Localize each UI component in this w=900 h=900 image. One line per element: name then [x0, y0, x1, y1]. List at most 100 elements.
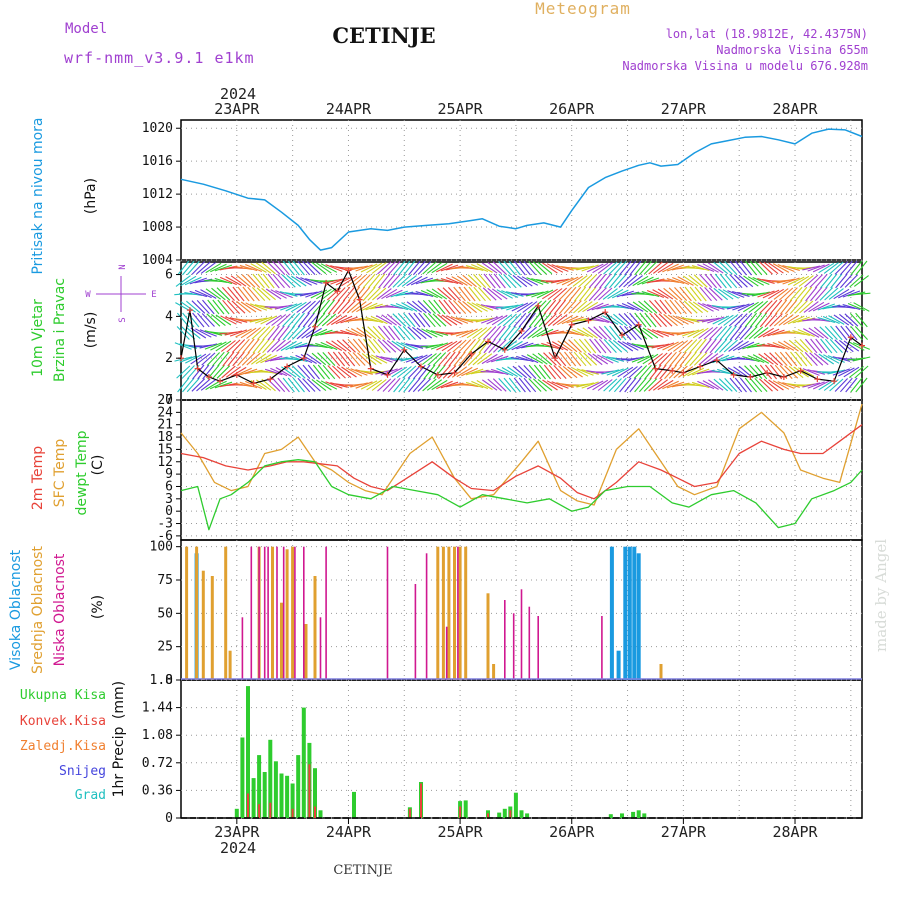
wind-arrow: [376, 288, 392, 300]
wind-arrow: [325, 341, 343, 351]
wind-arrow: [396, 341, 413, 351]
x-tick-label-bottom: 28APR: [772, 823, 818, 841]
wind-arrow: [557, 340, 573, 352]
wind-arrow: [739, 260, 752, 276]
wind-speed-marker: [233, 371, 240, 378]
wind-axis-subtitle: Brzina i Pravac: [52, 278, 68, 382]
wind-arrow: [387, 260, 401, 276]
wind-arrow: [799, 351, 813, 367]
lonlat-label: lon,lat (18.9812E, 42.4375N): [666, 27, 868, 41]
wind-arrow: [769, 299, 783, 315]
wind-arrow: [823, 262, 839, 274]
wind-arrow: [292, 312, 305, 328]
cloud-bar: [425, 553, 428, 680]
wind-arrow: [191, 300, 206, 314]
wind-arrow: [558, 287, 572, 301]
wind-arrow: [646, 289, 665, 299]
wind-arrow: [835, 325, 848, 341]
wind-arrow: [493, 325, 506, 341]
wind-arrow: [370, 315, 388, 325]
wind-arrow: [803, 301, 819, 313]
wind-arrow: [542, 288, 558, 300]
wind-arrow: [483, 338, 496, 354]
wind-arrow: [749, 312, 762, 328]
wind-arrow: [757, 290, 775, 298]
wind-arrow: [638, 377, 652, 393]
wind-speed-marker: [652, 365, 659, 372]
wind-arrow: [749, 365, 763, 379]
precip-bar: [296, 755, 301, 818]
wind-arrow: [612, 339, 628, 353]
wind-arrow: [783, 314, 800, 326]
wind-arrow: [732, 290, 750, 298]
wind-arrow: [327, 365, 341, 379]
wind-arrow: [311, 261, 327, 275]
wind-arrow: [747, 354, 765, 364]
wind-arrow: [719, 273, 732, 289]
wind-arrow: [502, 313, 517, 327]
wind-arrow: [421, 328, 438, 338]
wind-speed-marker: [284, 363, 291, 370]
wind-arrow: [571, 367, 589, 377]
wind-arrow: [455, 317, 474, 323]
wind-arrow: [362, 273, 376, 289]
wind-arrow: [638, 300, 653, 314]
cloud-bar: [250, 546, 253, 680]
wind-arrow: [657, 379, 674, 391]
wind-arrow: [623, 313, 637, 327]
wind-arrow: [794, 339, 808, 353]
wind-arrow: [723, 314, 739, 326]
wind-arrow: [209, 278, 228, 284]
wind-arrow: [777, 278, 796, 284]
wind-arrow: [807, 369, 826, 375]
wind-arrow: [366, 379, 382, 391]
wind-arrow: [461, 328, 478, 338]
wind-arrow: [810, 286, 823, 302]
cloud-bar: [319, 617, 322, 680]
wind-arrow: [237, 338, 250, 354]
wind-arrow: [616, 290, 634, 298]
cloud-bar: [464, 546, 468, 680]
precip-bar: [620, 813, 624, 818]
wind-arrow: [297, 365, 311, 379]
wind-arrow: [854, 365, 869, 379]
wind-arrow: [804, 352, 818, 366]
wind-arrow: [561, 315, 579, 325]
wind-arrow: [433, 364, 446, 380]
wind-arrow: [593, 287, 607, 301]
wind-arrow: [518, 377, 531, 393]
wind-arrow: [350, 328, 368, 338]
wind-arrow: [497, 314, 513, 326]
wind-arrow: [653, 352, 668, 366]
wind-arrow: [679, 286, 692, 302]
wind-arrow: [611, 304, 630, 310]
wind-arrow: [377, 378, 392, 392]
wind-arrow: [206, 313, 221, 327]
wind-arrow: [759, 261, 773, 275]
legend-zaledj-kisa: Zaledj.Kisa: [20, 739, 106, 754]
wind-arrow: [598, 338, 612, 354]
wind-arrow: [427, 352, 442, 366]
wind-arrow: [607, 314, 624, 326]
wind-arrow: [852, 292, 871, 296]
wind-arrow: [463, 286, 476, 302]
cloud-bar: [504, 600, 506, 680]
temp-axis-subtitle: SFC Temp: [52, 439, 68, 508]
wind-arrow: [240, 301, 257, 313]
wind-arrow: [196, 261, 211, 275]
wind-arrow: [512, 365, 528, 379]
cloud-bar: [386, 546, 389, 680]
wind-arrow: [305, 290, 323, 298]
wind-arrow: [186, 377, 200, 393]
wind-arrow: [320, 341, 338, 351]
wind-arrow: [773, 313, 789, 327]
wind-arrow: [471, 263, 489, 273]
wind-arrow: [779, 365, 793, 379]
wind-arrow: [658, 352, 673, 366]
wind-arrow: [769, 313, 783, 327]
wind-arrow: [834, 378, 848, 392]
wind-arrow: [500, 304, 519, 310]
wind-arrow: [805, 286, 818, 302]
wind-speed-marker: [602, 309, 609, 316]
